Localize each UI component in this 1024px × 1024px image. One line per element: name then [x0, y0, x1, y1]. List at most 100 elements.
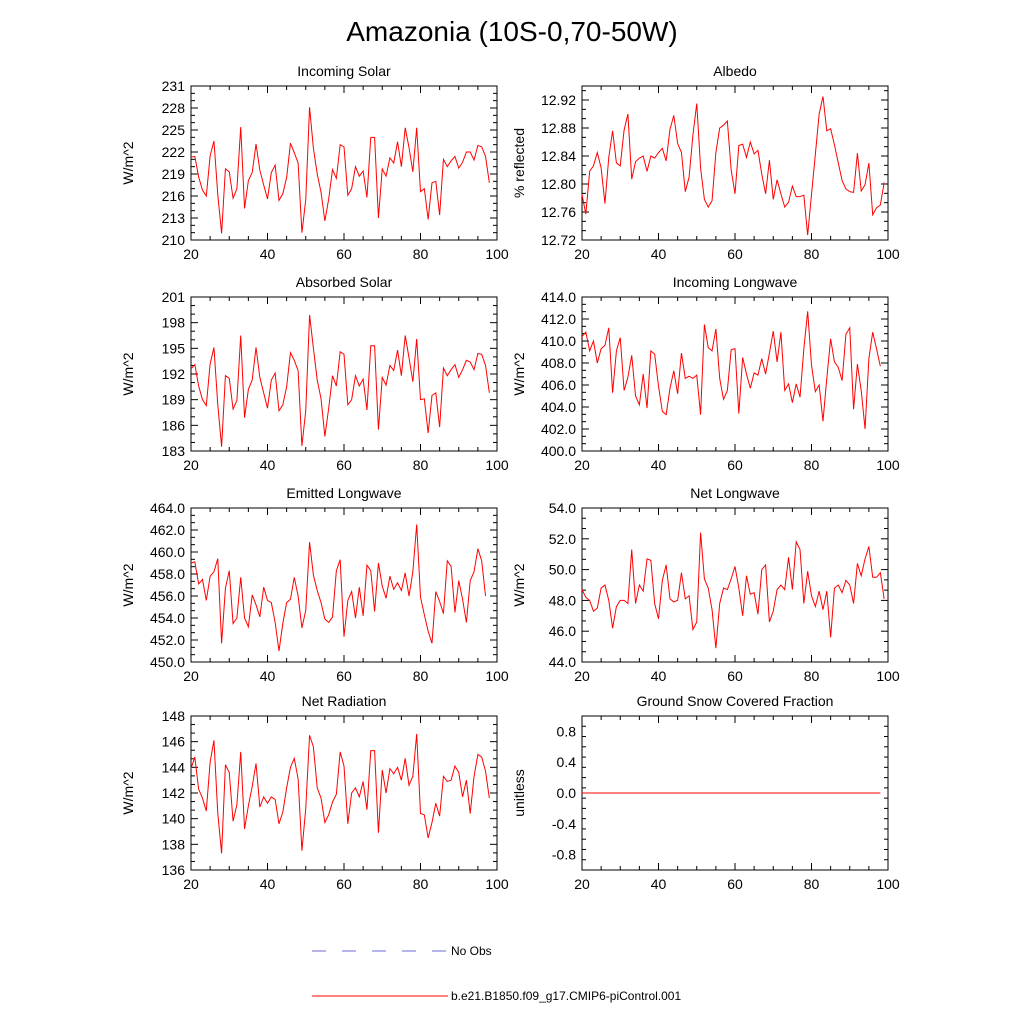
x-tick-label: 40 — [260, 246, 276, 262]
panel-title: Ground Snow Covered Fraction — [637, 693, 834, 709]
plot-frame — [581, 296, 889, 452]
y-tick-label: 52.0 — [549, 531, 576, 547]
series-line — [190, 524, 487, 652]
x-tick-label: 40 — [651, 246, 667, 262]
panel-title: Albedo — [713, 63, 757, 79]
y-tick-label: 225 — [162, 122, 186, 138]
panel-net-longwave: Net Longwave W/m^2 20 40 60 80 100 44.0 46.0 48.0… — [511, 485, 900, 684]
series-line — [190, 107, 490, 234]
x-tick-label: 20 — [183, 668, 199, 684]
panel-title: Incoming Solar — [297, 63, 391, 79]
y-tick-label: 192 — [162, 366, 186, 382]
y-tick-label: 464.0 — [150, 500, 185, 516]
x-tick-label: 20 — [183, 876, 199, 892]
y-tick-label: 148 — [162, 708, 186, 724]
panel-emitted-longwave: Emitted Longwave W/m^2 20 40 60 80 100 450.0 452… — [120, 485, 509, 684]
y-tick-label: 54.0 — [549, 500, 576, 516]
y-tick-label: 412.0 — [541, 311, 576, 327]
x-tick-label: 40 — [651, 668, 667, 684]
y-tick-label: -0.4 — [552, 816, 576, 832]
legend: No Obs b.e21.B1850.f09_g17.CMIP6-piContr… — [312, 944, 681, 1003]
y-tick-label: 12.84 — [541, 148, 576, 164]
y-tick-label: 408.0 — [541, 355, 576, 371]
x-tick-label: 80 — [413, 246, 429, 262]
x-tick-label: 80 — [413, 457, 429, 473]
y-tick-label: 210 — [162, 232, 186, 248]
x-tick-label: 80 — [804, 668, 820, 684]
panel-absorbed-solar: Absorbed Solar W/m^2 20 40 60 80 100 183 186 189 1… — [120, 274, 509, 473]
panel-net-radiation: Net Radiation W/m^2 20 40 60 80 100 136 138 140 14… — [120, 693, 509, 892]
y-axis-label: W/m^2 — [511, 563, 527, 606]
series-line — [190, 314, 490, 447]
y-tick-label: 144 — [162, 759, 186, 775]
x-tick-label: 40 — [651, 876, 667, 892]
panel-incoming-longwave: Incoming Longwave W/m^2 20 40 60 80 100 400.0 40… — [511, 274, 900, 473]
x-tick-label: 100 — [485, 668, 509, 684]
y-tick-label: 12.88 — [541, 120, 576, 136]
panel-title: Emitted Longwave — [286, 485, 401, 501]
panel-title: Absorbed Solar — [296, 274, 393, 290]
y-axis-label: W/m^2 — [120, 352, 136, 395]
x-tick-label: 60 — [336, 246, 352, 262]
y-tick-label: 450.0 — [150, 654, 185, 670]
y-axis-label: W/m^2 — [511, 352, 527, 395]
y-tick-label: 216 — [162, 188, 186, 204]
series-line — [190, 733, 490, 854]
y-tick-label: 44.0 — [549, 654, 576, 670]
y-tick-label: 222 — [162, 144, 186, 160]
y-tick-label: 189 — [162, 392, 186, 408]
y-axis-label: W/m^2 — [120, 563, 136, 606]
panel-incoming-solar: Incoming Solar W/m^2 20 40 60 80 100 210 213 216 2… — [120, 63, 509, 262]
y-tick-label: 50.0 — [549, 562, 576, 578]
y-axis-label: unitless — [511, 769, 527, 816]
y-tick-label: 12.76 — [541, 204, 576, 220]
y-tick-label: 138 — [162, 836, 186, 852]
y-tick-label: 231 — [162, 78, 186, 94]
plot-frame — [581, 85, 889, 241]
y-tick-label: 0.4 — [557, 754, 577, 770]
x-tick-label: 40 — [260, 457, 276, 473]
x-tick-label: 20 — [183, 246, 199, 262]
y-tick-label: 0.0 — [557, 785, 577, 801]
y-tick-label: 452.0 — [150, 632, 185, 648]
x-tick-label: 20 — [574, 246, 590, 262]
y-tick-label: 454.0 — [150, 610, 185, 626]
x-tick-label: 80 — [413, 668, 429, 684]
legend-obs-label: No Obs — [451, 944, 492, 958]
y-tick-label: 404.0 — [541, 399, 576, 415]
y-tick-label: -0.8 — [552, 847, 576, 863]
x-tick-label: 100 — [876, 457, 900, 473]
x-tick-label: 20 — [183, 457, 199, 473]
series-line — [581, 311, 881, 430]
y-tick-label: 12.72 — [541, 232, 576, 248]
series-line — [581, 532, 885, 649]
y-tick-label: 406.0 — [541, 377, 576, 393]
y-tick-label: 12.80 — [541, 176, 576, 192]
x-tick-label: 20 — [574, 668, 590, 684]
y-tick-label: 228 — [162, 100, 186, 116]
legend-model-label: b.e21.B1850.f09_g17.CMIP6-piControl.001 — [451, 989, 681, 1003]
plot-frame — [581, 507, 889, 663]
x-tick-label: 100 — [485, 876, 509, 892]
y-tick-label: 140 — [162, 811, 186, 827]
panel-albedo: Albedo % reflected 20 40 60 80 100 12.72 12.76 12… — [511, 63, 900, 262]
x-tick-label: 80 — [804, 876, 820, 892]
x-tick-label: 60 — [336, 668, 352, 684]
x-tick-label: 100 — [485, 457, 509, 473]
figure-title: Amazonia (10S-0,70-50W) — [346, 16, 677, 47]
x-tick-label: 40 — [260, 668, 276, 684]
panels: Incoming Solar W/m^2 20 40 60 80 100 210 213 216 2… — [120, 63, 900, 892]
x-tick-label: 20 — [574, 457, 590, 473]
plot-frame — [190, 296, 498, 452]
series-line — [581, 96, 885, 236]
y-tick-label: 456.0 — [150, 588, 185, 604]
y-axis-label: W/m^2 — [120, 141, 136, 184]
x-tick-label: 80 — [413, 876, 429, 892]
y-tick-label: 183 — [162, 443, 186, 459]
x-tick-label: 60 — [336, 876, 352, 892]
x-tick-label: 100 — [485, 246, 509, 262]
x-tick-label: 100 — [876, 876, 900, 892]
y-tick-label: 458.0 — [150, 566, 185, 582]
x-tick-label: 60 — [727, 876, 743, 892]
